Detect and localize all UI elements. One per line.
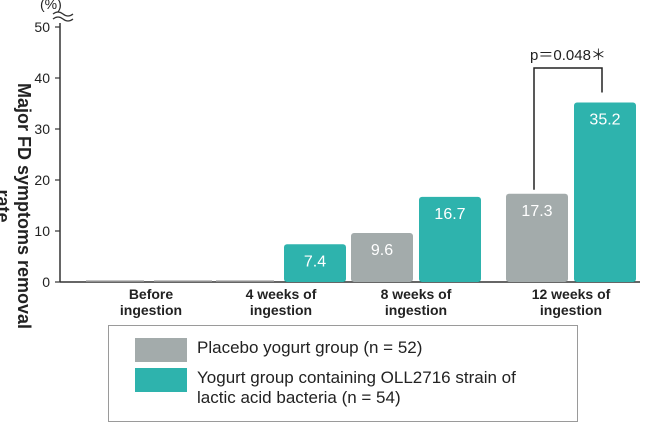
legend-item-yogurt: Yogurt group containing OLL2716 strain o… xyxy=(135,368,557,408)
bar-yogurt-2 xyxy=(419,196,481,282)
bar-placebo-3 xyxy=(506,193,568,282)
axis-break-mark xyxy=(52,11,74,22)
legend-label-placebo: Placebo yogurt group (n = 52) xyxy=(197,338,423,357)
data-label-yogurt-2: 16.7 xyxy=(434,206,465,223)
x-tick-label-3-line1: 12 weeks of xyxy=(532,286,611,302)
y-tick-label-20: 20 xyxy=(34,172,50,188)
y-axis-label: Major FD symptoms removal rate xyxy=(0,82,34,330)
legend-swatch-placebo xyxy=(135,338,187,362)
y-tick-label-30: 30 xyxy=(34,121,50,137)
legend: Placebo yogurt group (n = 52) Yogurt gro… xyxy=(108,325,578,422)
x-tick-label-1-line1: 4 weeks of xyxy=(246,286,317,302)
y-tick-label-40: 40 xyxy=(34,70,50,86)
x-tick-label-1-line2: ingestion xyxy=(250,302,312,318)
x-tick-label-0-line1: Before xyxy=(129,286,174,302)
x-tick-label-2-line1: 8 weeks of xyxy=(381,286,452,302)
significance-bracket xyxy=(533,67,603,190)
legend-label-yogurt: Yogurt group containing OLL2716 strain o… xyxy=(197,368,516,407)
data-label-placebo-2: 9.6 xyxy=(371,242,393,259)
significance-label: p＝0.048＊ xyxy=(530,47,606,64)
data-label-placebo-3: 17.3 xyxy=(521,203,552,220)
legend-swatch-yogurt xyxy=(135,368,187,392)
y-tick-label-10: 10 xyxy=(34,223,50,239)
y-tick-label-0: 0 xyxy=(42,274,50,290)
x-tick-label-0-line2: ingestion xyxy=(120,302,182,318)
bar-yogurt-3 xyxy=(574,102,636,282)
data-label-yogurt-3: 35.2 xyxy=(589,111,620,128)
data-label-yogurt-1: 7.4 xyxy=(304,253,326,270)
y-tick-label-50: 50 xyxy=(34,19,50,35)
bar-placebo-2 xyxy=(351,233,413,282)
x-tick-label-3-line2: ingestion xyxy=(540,302,602,318)
y-axis-unit: (%) xyxy=(40,0,62,12)
legend-item-placebo: Placebo yogurt group (n = 52) xyxy=(135,338,557,362)
x-tick-label-2-line2: ingestion xyxy=(385,302,447,318)
bar-yogurt-1 xyxy=(284,244,346,282)
